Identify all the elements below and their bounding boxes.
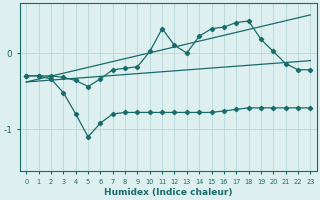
X-axis label: Humidex (Indice chaleur): Humidex (Indice chaleur): [104, 188, 233, 197]
